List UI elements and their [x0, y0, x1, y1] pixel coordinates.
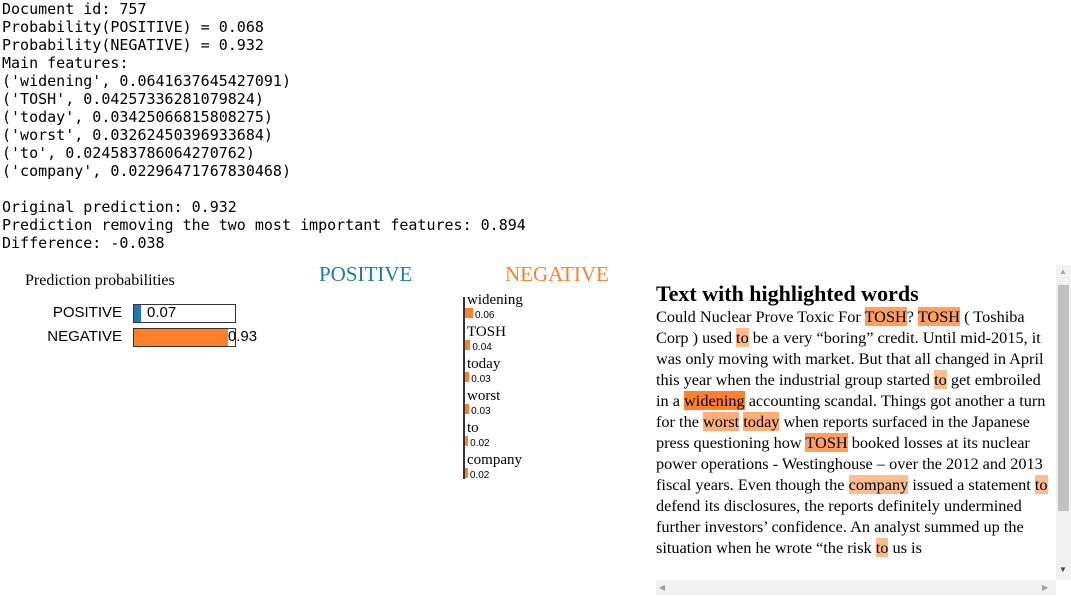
- highlighted-text-body: Could Nuclear Prove Toxic For TOSH? TOSH…: [656, 306, 1056, 558]
- scroll-left-icon[interactable]: ◀: [659, 583, 666, 592]
- text-segment: accounting scandal. Things got another a…: [656, 391, 1046, 431]
- feature-bar: [465, 404, 470, 414]
- feature-word: today: [467, 356, 501, 372]
- probability-value: 0.07: [147, 304, 177, 321]
- text-segment: ?: [906, 307, 918, 326]
- feature-word: company: [467, 452, 522, 468]
- feature-value: 0.02: [469, 470, 490, 481]
- scroll-down-icon[interactable]: ▼: [1059, 565, 1067, 574]
- horizontal-scrollbar[interactable]: ◀ ▶: [656, 580, 1056, 595]
- output-line: ('worst', 0.03262450396933684): [2, 126, 273, 144]
- feature-bar: [465, 372, 470, 382]
- feature-value: 0.03: [471, 374, 491, 385]
- probability-bar: [133, 328, 236, 347]
- highlighted-word: to: [736, 328, 749, 347]
- probability-value: 0.93: [227, 328, 258, 345]
- highlighted-text-content: Text with highlighted words Could Nuclea…: [656, 265, 1056, 580]
- feature-value: 0.03: [471, 406, 491, 417]
- highlighted-word: widening: [684, 391, 745, 410]
- text-segment: Could Nuclear Prove Toxic For: [656, 307, 865, 326]
- feature-word: widening: [467, 292, 523, 308]
- scroll-right-icon[interactable]: ▶: [1042, 583, 1049, 592]
- feature-value: 0.06: [475, 310, 495, 321]
- output-line: ('TOSH', 0.04257336281079824): [2, 90, 264, 108]
- feature-word: worst: [467, 388, 501, 404]
- text-segment: booked losses at its nuclear power opera…: [656, 433, 1043, 494]
- output-line: ('company', 0.02296471767830468): [2, 162, 291, 180]
- output-line: Document id: 757: [2, 0, 147, 18]
- output-line: Main features:: [2, 54, 129, 72]
- feature-bar: [465, 308, 473, 318]
- feature-word: to: [467, 420, 479, 436]
- text-segment: be a very “boring” credit. Until mid-201…: [656, 328, 1044, 389]
- prediction-probabilities-title: Prediction probabilities: [25, 272, 175, 289]
- scroll-up-icon[interactable]: ▲: [1059, 267, 1067, 276]
- feature-value: 0.02: [470, 438, 490, 449]
- text-segment: us is: [888, 538, 922, 557]
- highlighted-word: to: [1034, 475, 1048, 494]
- highlighted-word: to: [875, 538, 889, 557]
- highlighted-word: TOSH: [805, 433, 848, 452]
- feature-bar: [465, 468, 468, 478]
- negative-class-header: NEGATIVE: [505, 262, 609, 286]
- output-line: Probability(POSITIVE) = 0.068: [2, 18, 264, 36]
- feature-word: TOSH: [467, 324, 506, 340]
- probability-bar-fill: [134, 305, 142, 322]
- probability-bar: [133, 304, 236, 323]
- probability-bar-fill: [134, 329, 228, 346]
- feature-bar: [465, 436, 469, 446]
- probability-label: NEGATIVE: [47, 328, 122, 345]
- output-line: Prediction removing the two most importa…: [2, 216, 526, 234]
- output-line: Probability(NEGATIVE) = 0.932: [2, 36, 264, 54]
- text-panel-title: Text with highlighted words: [656, 281, 919, 306]
- text-segment: ( Toshiba Corp ) used: [656, 307, 1025, 347]
- output-line: ('widening', 0.0641637645427091): [2, 72, 291, 90]
- text-segment: when reports surfaced in the Japanese pr…: [656, 412, 1030, 452]
- output-line: ('today', 0.03425066815808275): [2, 108, 273, 126]
- highlighted-word: TOSH: [864, 307, 907, 326]
- output-line: Difference: -0.038: [2, 234, 165, 252]
- highlighted-word: today: [743, 412, 780, 431]
- feature-value: 0.04: [472, 342, 492, 353]
- vertical-scrollbar[interactable]: ▲ ▼: [1056, 265, 1071, 580]
- vertical-scroll-thumb[interactable]: [1058, 285, 1069, 511]
- output-line: Original prediction: 0.932: [2, 198, 237, 216]
- positive-class-header: POSITIVE: [319, 262, 413, 286]
- console-output: Document id: 757 Probability(POSITIVE) =…: [2, 0, 526, 252]
- probability-label: POSITIVE: [52, 304, 122, 321]
- highlighted-word: worst: [703, 412, 740, 431]
- highlighted-text-panel[interactable]: Text with highlighted words Could Nuclea…: [656, 265, 1071, 595]
- feature-bar: [465, 340, 471, 350]
- output-line: ('to', 0.024583786064270762): [2, 144, 255, 162]
- text-segment: issued a statement: [908, 475, 1035, 494]
- highlighted-word: to: [934, 370, 947, 389]
- text-segment: defend its disclosures, the reports defi…: [656, 496, 1024, 557]
- text-segment: get embroiled in a: [656, 370, 1041, 410]
- highlighted-word: TOSH: [917, 307, 961, 326]
- feature-weights-chart: widening 0.06 TOSH 0.04 today 0.03 worst 0.03 to…: [463, 292, 625, 481]
- highlighted-word: company: [848, 475, 909, 494]
